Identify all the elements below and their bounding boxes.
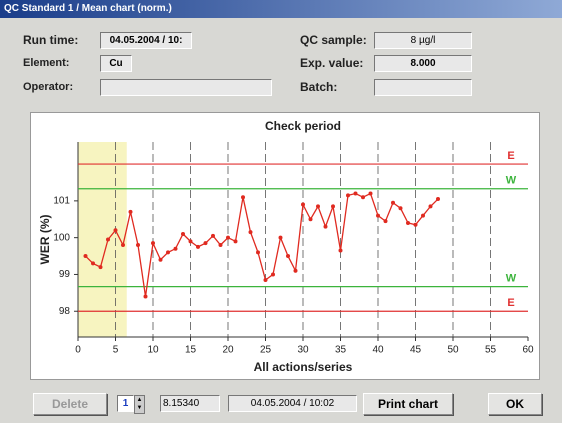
field-value: Cu	[100, 55, 132, 72]
x-tick-label: 10	[147, 345, 159, 356]
x-tick-label: 55	[485, 345, 497, 356]
data-point	[263, 277, 268, 282]
print-button[interactable]: Print chart	[363, 393, 453, 415]
data-point	[331, 204, 335, 209]
data-point	[256, 250, 260, 255]
shaded-region	[78, 142, 127, 337]
data-point	[398, 206, 403, 211]
field-value	[374, 79, 472, 96]
data-point	[391, 200, 395, 205]
timestamp-value: 04.05.2004 / 10:02	[228, 395, 357, 412]
data-point	[113, 228, 118, 233]
field-label: Run time:	[23, 33, 79, 47]
data-point	[136, 243, 140, 248]
y-tick-label: 98	[59, 306, 71, 317]
ok-button[interactable]: OK	[488, 393, 542, 415]
field-label: Batch:	[300, 80, 338, 94]
field-value	[100, 79, 272, 96]
data-point	[338, 248, 343, 253]
data-point	[428, 204, 433, 209]
data-point	[151, 241, 155, 246]
data-point	[226, 235, 230, 240]
data-point	[83, 254, 88, 259]
x-tick-label: 15	[185, 345, 197, 356]
data-point	[293, 268, 298, 273]
x-tick-label: 45	[410, 345, 422, 356]
data-point	[248, 230, 253, 235]
limit-label: E	[507, 297, 514, 309]
delete-button[interactable]: Delete	[33, 393, 107, 415]
data-point	[211, 233, 215, 238]
x-tick-label: 5	[113, 345, 119, 356]
data-point	[173, 246, 178, 251]
x-tick-label: 25	[260, 345, 272, 356]
x-tick-label: 20	[222, 345, 234, 356]
data-point	[353, 191, 358, 196]
data-point	[91, 261, 95, 266]
spinner-value[interactable]: 1	[117, 395, 134, 412]
field-value: 04.05.2004 / 10:	[100, 32, 192, 49]
data-point	[346, 193, 350, 198]
x-tick-label: 50	[447, 345, 459, 356]
data-point	[421, 213, 425, 218]
spinner-arrows[interactable]: ▲ ▼	[134, 395, 145, 414]
data-point	[271, 272, 275, 277]
limit-label: W	[506, 273, 517, 285]
data-point	[301, 202, 305, 207]
data-point	[361, 195, 365, 200]
reading-value: 8.15340	[160, 395, 220, 412]
title-bar: QC Standard 1 / Mean chart (norm.)	[0, 0, 562, 18]
x-axis-label: All actions/series	[254, 360, 353, 374]
y-tick-label: 101	[53, 196, 70, 207]
data-point	[233, 239, 238, 244]
data-point	[143, 294, 148, 299]
data-point	[383, 219, 388, 224]
data-point	[181, 231, 185, 236]
data-point	[188, 239, 193, 244]
chart-title: Check period	[265, 119, 341, 133]
limit-label: W	[506, 175, 517, 187]
data-point	[286, 254, 290, 259]
field-value: 8.000	[374, 55, 472, 72]
x-tick-label: 30	[297, 345, 309, 356]
data-point	[158, 257, 163, 262]
data-point	[323, 224, 328, 229]
y-axis-label: WER (%)	[38, 215, 52, 265]
data-point	[98, 265, 103, 270]
data-point	[241, 195, 245, 200]
x-tick-label: 60	[522, 345, 534, 356]
field-label: Element:	[23, 57, 70, 69]
data-point	[376, 213, 380, 218]
data-point	[413, 222, 418, 227]
limit-label: E	[507, 150, 514, 162]
data-point	[196, 244, 200, 249]
x-tick-label: 35	[335, 345, 347, 356]
data-point	[278, 235, 283, 240]
y-tick-label: 99	[59, 269, 71, 280]
x-tick-label: 0	[75, 345, 81, 356]
field-label: Exp. value:	[300, 56, 364, 70]
y-tick-label: 100	[53, 232, 70, 243]
data-point	[166, 250, 170, 255]
data-point	[436, 197, 440, 202]
data-point	[406, 220, 410, 225]
field-value: 8 µg/l	[374, 32, 472, 49]
field-label: QC sample:	[300, 33, 367, 47]
data-point	[203, 241, 208, 246]
data-point	[106, 237, 110, 242]
data-point	[128, 209, 133, 214]
data-point	[121, 243, 125, 248]
data-point	[218, 243, 223, 248]
data-point	[316, 204, 320, 209]
data-point	[308, 217, 313, 222]
data-point	[368, 191, 373, 196]
field-label: Operator:	[23, 81, 74, 93]
x-tick-label: 40	[372, 345, 384, 356]
